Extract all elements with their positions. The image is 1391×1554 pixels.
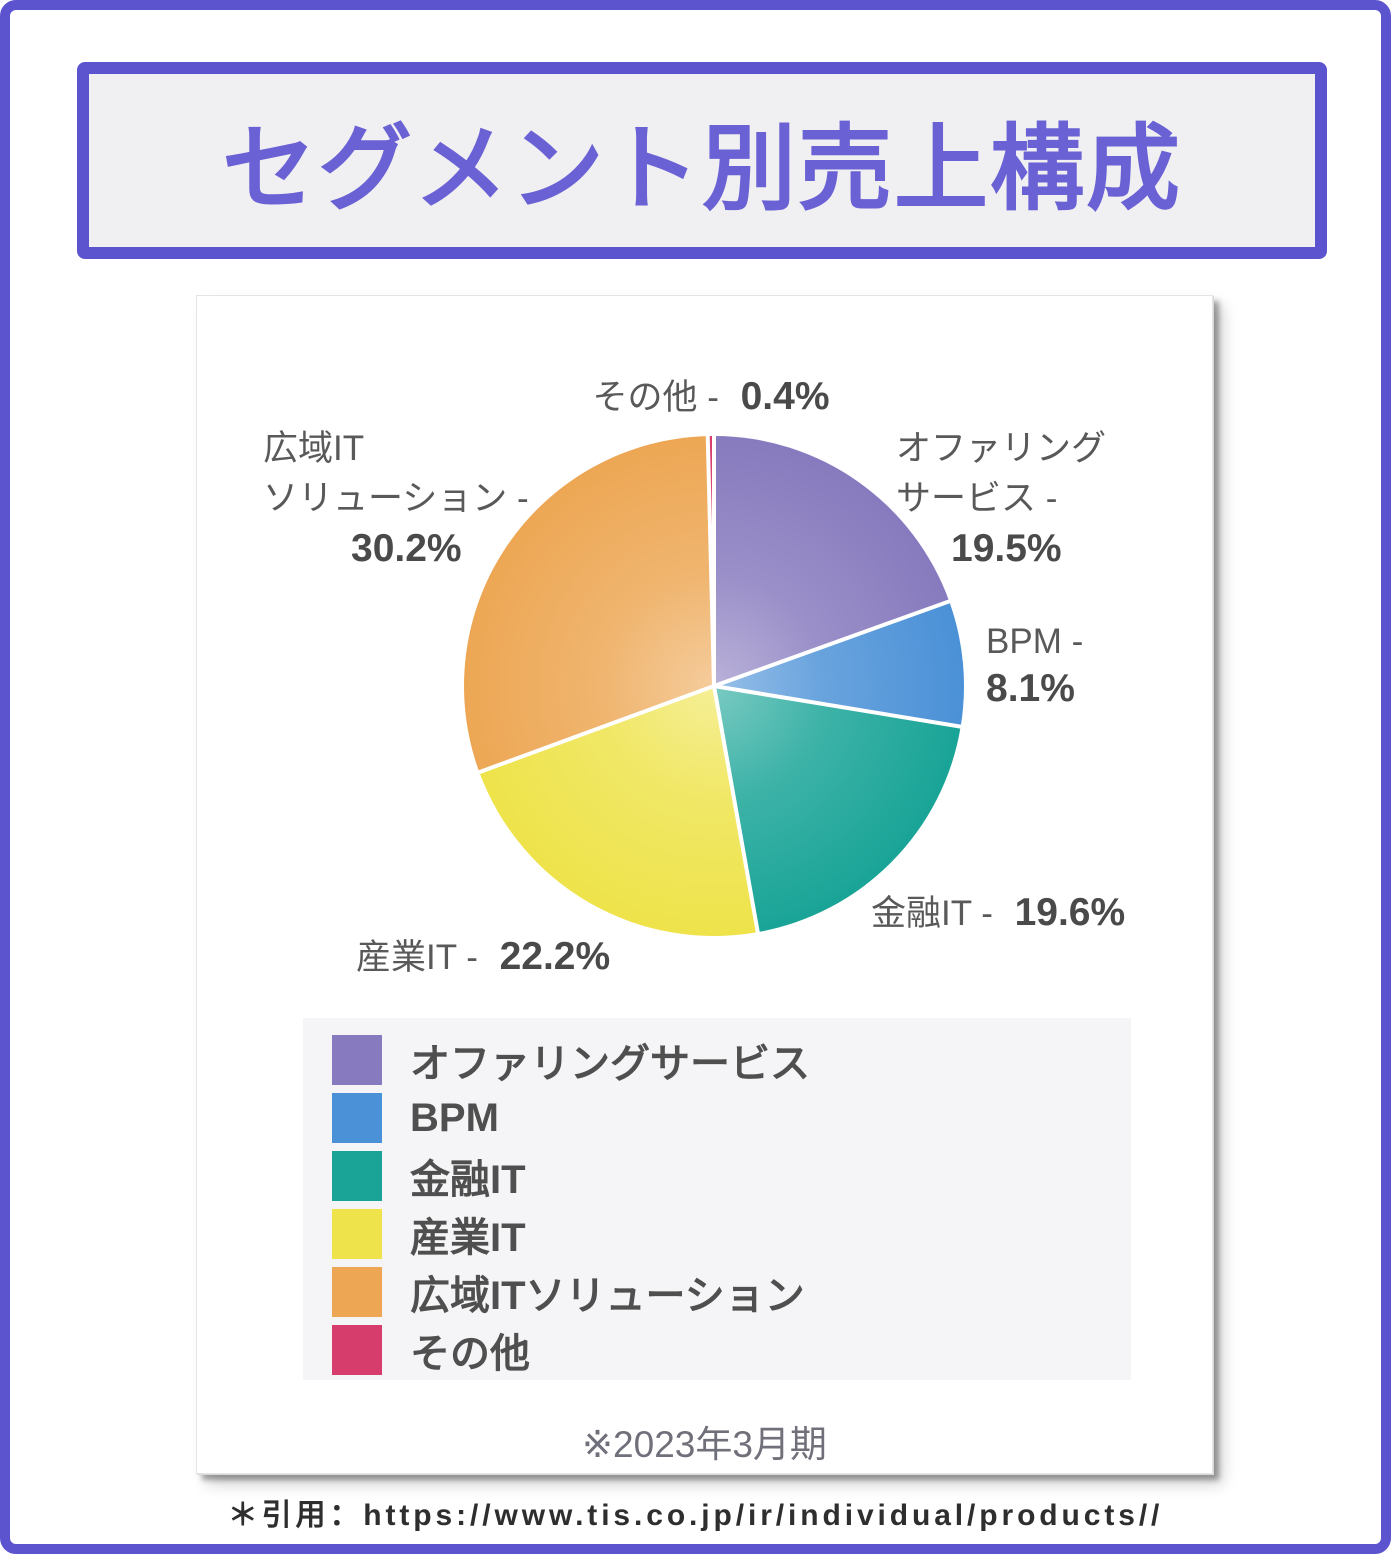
callout-wide-area-it: 広域IT ソリューション - 30.2% — [263, 424, 529, 574]
legend-swatch — [332, 1151, 382, 1201]
legend-swatch — [332, 1267, 382, 1317]
callout-offering-line2: サービス - — [896, 479, 1058, 518]
callout-offering-line1: オファリング — [896, 429, 1107, 468]
legend-item: BPM — [303, 1089, 1131, 1147]
callout-other: その他 - 0.4% — [592, 372, 829, 423]
callout-industrial-it-label: 産業IT - — [356, 938, 478, 977]
chart-card: その他 - 0.4% オファリング サービス - 19.5% BPM - 8.1… — [196, 295, 1213, 1474]
legend-item: オファリングサービス — [303, 1031, 1131, 1089]
page-title: セグメント別売上構成 — [221, 115, 1182, 221]
callout-financial-it-percent: 19.6% — [1014, 891, 1126, 934]
legend-label: 金融IT — [410, 1158, 526, 1202]
callout-bpm-percent: 8.1% — [986, 667, 1075, 710]
callout-wide-area-it-line2: ソリューション - — [263, 479, 529, 518]
citation: ＊引用：https://www.tis.co.jp/ir/individual/… — [227, 1499, 1164, 1532]
chart-note: ※2023年3月期 — [582, 1424, 827, 1465]
callout-industrial-it-percent: 22.2% — [499, 935, 611, 978]
callout-bpm: BPM - 8.1% — [986, 618, 1083, 712]
legend-label: 産業IT — [410, 1216, 526, 1260]
legend-swatch — [332, 1209, 382, 1259]
legend-label: BPM — [410, 1095, 499, 1140]
callout-bpm-label: BPM - — [986, 622, 1084, 661]
legend-label: オファリングサービス — [410, 1042, 810, 1086]
title-box: セグメント別売上構成 — [77, 62, 1327, 259]
legend-label: 広域ITソリューション — [410, 1274, 805, 1318]
callout-industrial-it: 産業IT - 22.2% — [356, 932, 610, 983]
legend-swatch — [332, 1325, 382, 1375]
callout-financial-it: 金融IT - 19.6% — [871, 888, 1125, 939]
pie-center-highlight — [464, 436, 964, 936]
callout-offering-service: オファリング サービス - 19.5% — [896, 424, 1106, 574]
legend-item: 広域ITソリューション — [303, 1263, 1131, 1321]
callout-wide-area-it-percent: 30.2% — [351, 527, 462, 570]
pie-chart — [464, 434, 964, 936]
callout-other-label: その他 - — [592, 378, 719, 417]
legend: オファリングサービス BPM 金融IT 産業IT 広域ITソリューション その他 — [303, 1018, 1131, 1380]
callout-other-percent: 0.4% — [740, 375, 830, 418]
legend-item: 産業IT — [303, 1205, 1131, 1263]
callout-offering-percent: 19.5% — [951, 527, 1062, 570]
callout-financial-it-label: 金融IT - — [871, 894, 993, 933]
legend-item: その他 — [303, 1321, 1131, 1379]
legend-swatch — [332, 1035, 382, 1085]
callout-wide-area-it-line1: 広域IT — [263, 429, 365, 468]
legend-swatch — [332, 1093, 382, 1143]
legend-label: その他 — [410, 1332, 530, 1376]
legend-item: 金融IT — [303, 1147, 1131, 1205]
